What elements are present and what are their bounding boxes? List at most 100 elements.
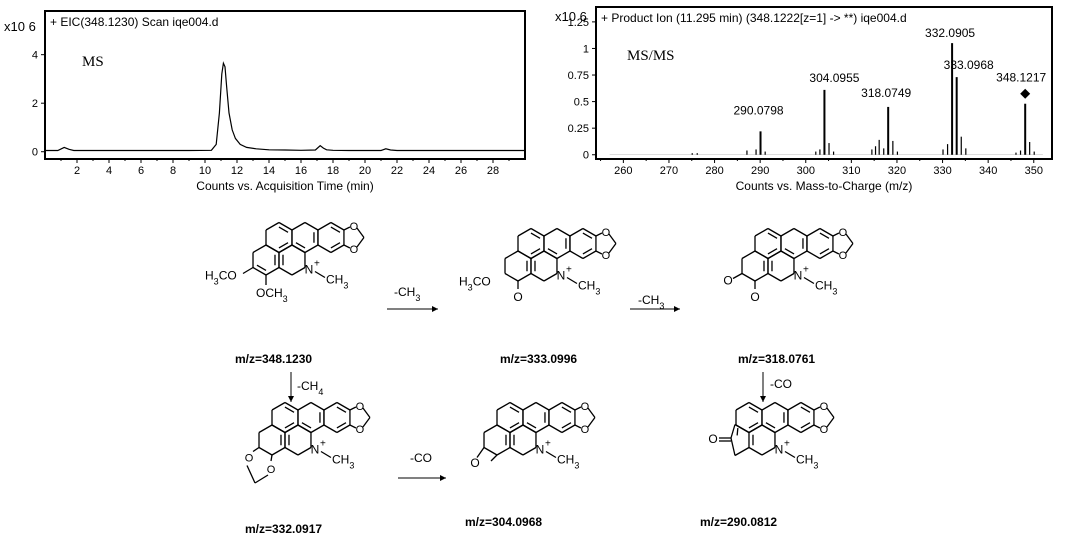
compound-4-mz: m/z=332.0917 — [245, 522, 322, 536]
chart1-x-axis: 2 4 6 8 10 12 14 16 18 20 22 24 26 28 — [60, 159, 510, 177]
transition-5-label: -CO — [770, 377, 792, 391]
msms-spectrum-chart: x10 6 + Product Ion (11.295 min) (348.12… — [555, 6, 1053, 193]
svg-text:-CH4: -CH4 — [297, 379, 323, 397]
chart2-xtick-label: 270 — [660, 165, 678, 177]
atom-n-label: N — [311, 443, 320, 457]
compound-6-mz: m/z=290.0812 — [700, 515, 777, 529]
chart1-xtick-label: 10 — [199, 165, 211, 177]
methyl-label: CH3 — [578, 279, 600, 297]
chart2-peak-label: 290.0798 — [733, 103, 783, 117]
chart2-ytick-label: 0 — [583, 150, 589, 162]
arrow-1-to-4: -CH4 — [288, 372, 323, 402]
methoxy-label: OCH3 — [256, 286, 288, 304]
atom-n-label: N — [557, 269, 566, 283]
chart2-ytick-label: 0.25 — [568, 123, 589, 135]
chart2-xtick-label: 340 — [979, 165, 997, 177]
charge-plus-label: + — [545, 439, 551, 450]
chart2-xtick-label: 320 — [888, 165, 906, 177]
chart2-peaks — [609, 43, 1043, 156]
chart2-inset-label: MS/MS — [627, 48, 675, 64]
chart2-peak-label: 304.0955 — [809, 71, 859, 85]
chart2-peak-label: 318.0749 — [861, 86, 911, 100]
chart2-frame — [595, 6, 1053, 160]
atom-o-label: O — [350, 244, 359, 256]
transition-2-label: -CH — [638, 293, 659, 307]
arrow-4-to-5: -CO — [398, 451, 446, 481]
chart2-xtick-label: 300 — [797, 165, 815, 177]
compound-3-mz: m/z=318.0761 — [738, 352, 815, 366]
methoxy-label: H3CO — [459, 275, 491, 293]
transition-1-sub: 3 — [415, 293, 420, 303]
methyl-label: CH3 — [332, 453, 354, 471]
chart1-frame — [44, 10, 526, 160]
transition-1-label: -CH — [394, 285, 415, 299]
atom-o-label: O — [513, 290, 522, 304]
svg-text:-CH3: -CH3 — [394, 285, 420, 303]
chart2-xtick-label: 260 — [614, 165, 632, 177]
atom-o-label: O — [839, 250, 848, 262]
chart2-xtick-label: 290 — [751, 165, 769, 177]
transition-4-label: -CO — [410, 451, 432, 465]
chart1-xtick-label: 14 — [263, 165, 275, 177]
chart2-x-axis: 260 270 280 290 300 310 320 330 340 350 — [600, 159, 1043, 177]
atom-o-label: O — [602, 227, 611, 239]
methyl-label: CH3 — [557, 453, 579, 471]
chart1-xlabel: Counts vs. Acquisition Time (min) — [196, 179, 373, 193]
atom-n-label: N — [794, 269, 803, 283]
chart2-scale-label: x10 6 — [555, 9, 587, 24]
atom-o-label: O — [581, 424, 590, 436]
compound-5-mz: m/z=304.0968 — [465, 515, 542, 529]
arrow-2-to-3: -CH3 — [630, 293, 680, 312]
charge-plus-label: + — [566, 265, 572, 276]
transition-2-sub: 3 — [659, 301, 664, 311]
charge-plus-label: + — [784, 439, 790, 450]
chart1-xtick-label: 18 — [327, 165, 339, 177]
chart1-ytick-label: 4 — [32, 50, 38, 62]
chart2-xtick-label: 330 — [933, 165, 951, 177]
chart1-xtick-label: 12 — [231, 165, 243, 177]
chart1-ytick-label: 2 — [32, 98, 38, 110]
charge-plus-label: + — [803, 265, 809, 276]
chart1-ytick-label: 0 — [32, 147, 38, 159]
chart1-series-line — [45, 61, 525, 152]
chart1-xtick-label: 4 — [106, 165, 112, 177]
atom-o-label: O — [356, 424, 365, 436]
chart1-xtick-label: 20 — [359, 165, 371, 177]
atom-o-label: O — [708, 432, 717, 446]
atom-o-label: O — [820, 401, 829, 413]
svg-text:-CH3: -CH3 — [638, 293, 664, 311]
chart1-xtick-label: 24 — [423, 165, 435, 177]
atom-o-label: O — [750, 290, 759, 304]
chart1-inset-label: MS — [82, 54, 104, 70]
chart1-header: + EIC(348.1230) Scan iqe004.d — [50, 15, 218, 29]
chart2-xlabel: Counts vs. Mass-to-Charge (m/z) — [736, 179, 913, 193]
chart2-xtick-label: 350 — [1025, 165, 1043, 177]
arrow-1-to-2: -CH3 — [387, 285, 438, 312]
atom-o-label: O — [602, 250, 611, 262]
arrow-3-to-6: -CO — [760, 372, 792, 402]
chart1-scale-label: x10 6 — [4, 19, 36, 34]
atom-o-label: O — [470, 456, 479, 470]
atom-o-label: O — [245, 453, 254, 465]
atom-o-label: O — [581, 401, 590, 413]
chart1-xtick-label: 28 — [487, 165, 499, 177]
chart1-xtick-label: 26 — [455, 165, 467, 177]
charge-plus-label: + — [320, 439, 326, 450]
methyl-label: CH3 — [815, 279, 837, 297]
compound-2-mz: m/z=333.0996 — [500, 352, 577, 366]
methoxy-label: H3CO — [205, 269, 237, 287]
atom-n-label: N — [305, 263, 314, 277]
atom-o-label: O — [267, 464, 276, 476]
atom-o-label: O — [350, 221, 359, 233]
transition-3-sub: 4 — [318, 387, 323, 397]
chart2-xtick-label: 310 — [842, 165, 860, 177]
atom-o-label: O — [820, 424, 829, 436]
chart2-peak-label: 333.0968 — [944, 58, 994, 72]
chart1-xtick-label: 22 — [391, 165, 403, 177]
